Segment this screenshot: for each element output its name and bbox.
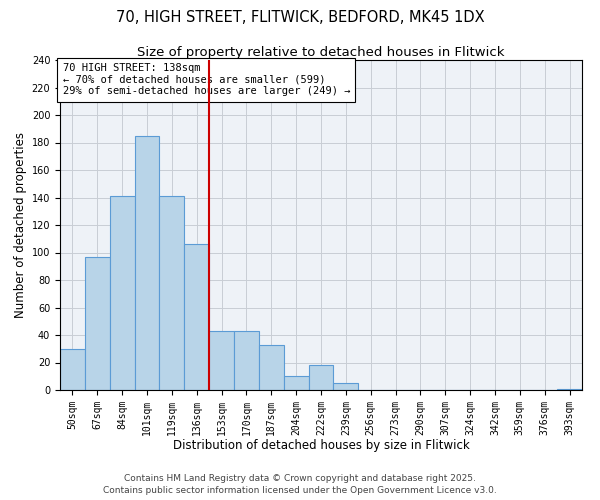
Bar: [259, 344, 284, 390]
Bar: [134, 136, 160, 390]
Bar: [234, 331, 259, 390]
Bar: [85, 256, 110, 390]
Y-axis label: Number of detached properties: Number of detached properties: [14, 132, 28, 318]
Bar: [557, 388, 582, 390]
Text: 70 HIGH STREET: 138sqm
← 70% of detached houses are smaller (599)
29% of semi-de: 70 HIGH STREET: 138sqm ← 70% of detached…: [62, 64, 350, 96]
Bar: [308, 365, 334, 390]
Bar: [334, 383, 358, 390]
Bar: [110, 196, 134, 390]
Bar: [284, 376, 308, 390]
X-axis label: Distribution of detached houses by size in Flitwick: Distribution of detached houses by size …: [173, 439, 469, 452]
Bar: [60, 349, 85, 390]
Text: 70, HIGH STREET, FLITWICK, BEDFORD, MK45 1DX: 70, HIGH STREET, FLITWICK, BEDFORD, MK45…: [116, 10, 484, 25]
Bar: [184, 244, 209, 390]
Title: Size of property relative to detached houses in Flitwick: Size of property relative to detached ho…: [137, 46, 505, 59]
Bar: [160, 196, 184, 390]
Text: Contains HM Land Registry data © Crown copyright and database right 2025.
Contai: Contains HM Land Registry data © Crown c…: [103, 474, 497, 495]
Bar: [209, 331, 234, 390]
